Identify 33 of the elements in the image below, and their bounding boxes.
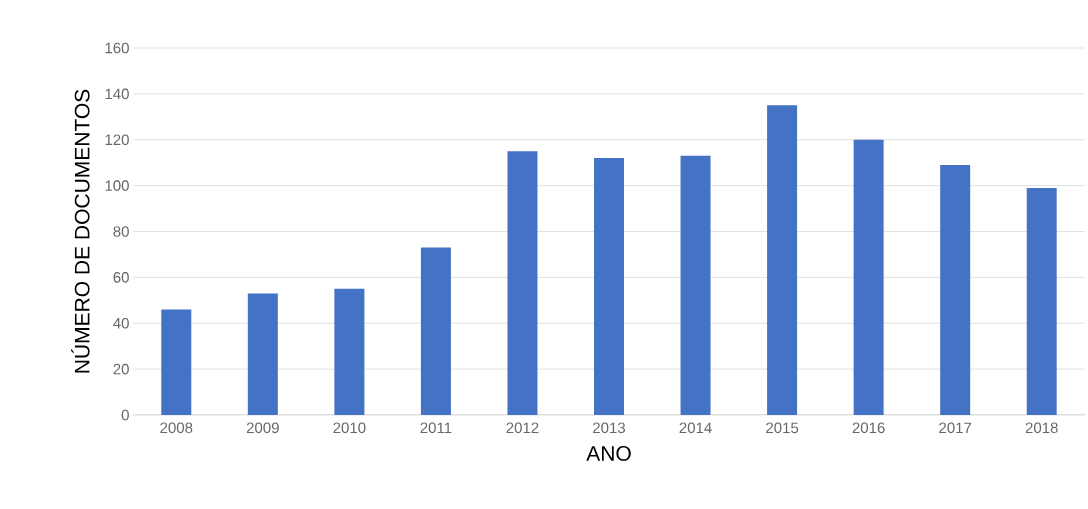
bar [334,288,365,415]
bar [247,293,278,415]
x-tick-label: 2008 [160,422,193,434]
x-tick-label: 2017 [939,422,972,434]
y-tick-label: 40 [113,317,129,329]
bar [594,158,624,415]
x-tick-label: 2010 [333,422,366,434]
x-tick-label: 2018 [1025,422,1058,434]
y-tick-label: 0 [121,409,129,421]
x-tick-label: 2012 [506,422,539,434]
y-tick-label: 140 [105,88,129,100]
x-tick-label: 2011 [420,422,452,434]
x-tick-label: 2016 [852,422,885,434]
bar [420,247,451,415]
x-tick-label: 2009 [246,422,279,434]
y-tick-label: 100 [105,180,129,191]
y-tick-label: 80 [113,226,129,237]
x-tick-label: 2014 [679,422,712,434]
bar [767,105,798,415]
bar [507,151,538,415]
bar [161,309,192,415]
y-tick-label: 160 [105,42,129,54]
x-axis-title: ANO [586,446,631,461]
y-tick-label: 60 [113,272,129,283]
y-axis-title: NÚMERO DE DOCUMENTOS [71,89,90,373]
bar [853,139,884,415]
bar [940,164,971,415]
y-tick-label: 20 [113,363,129,375]
bar [680,155,711,415]
bar [1026,187,1057,415]
x-tick-label: 2015 [766,422,799,434]
y-tick-label: 120 [105,134,129,146]
x-tick-label: 2013 [593,422,626,434]
